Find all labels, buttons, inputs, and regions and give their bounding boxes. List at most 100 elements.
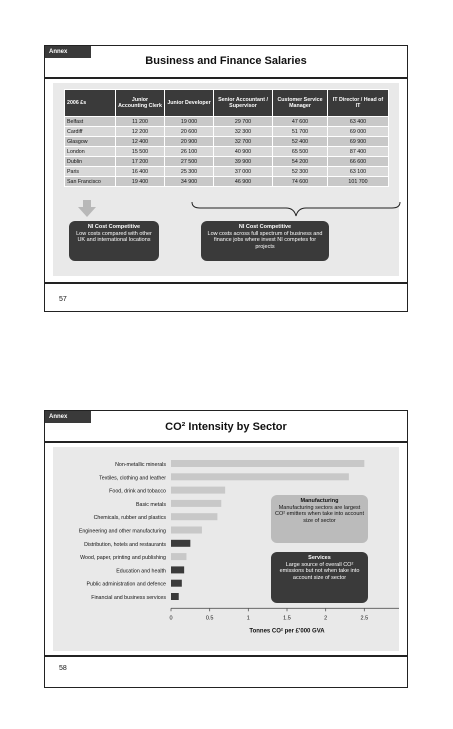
category-label: Chemicals, rubber and plastics <box>94 515 167 521</box>
tick-label: 2.5 <box>361 615 369 621</box>
city-cell: Glasgow <box>64 136 116 147</box>
brace-icon <box>191 201 401 217</box>
salary-cell: 29 700 <box>213 116 273 127</box>
box-text: Low costs compared with other UK and int… <box>76 230 152 244</box>
title-divider <box>45 77 407 79</box>
arrow-stem <box>83 200 91 208</box>
table-row: London 15 500 26 100 40 900 65 500 87 400 <box>64 146 389 157</box>
box-title: NI Cost Competitive <box>87 224 141 230</box>
tick-label: 0 <box>169 615 172 621</box>
bar <box>171 566 185 574</box>
salary-cell: 12 400 <box>115 136 165 147</box>
content-panel: 2006 £s Junior Accounting Clerk Junior Dev… <box>53 83 401 276</box>
category-label: Food, drink and tobacco <box>109 489 166 495</box>
category-label: Textiles, clothing and leather <box>99 475 166 481</box>
salary-cell: 17 200 <box>115 156 165 167</box>
salary-cell: 87 400 <box>327 146 389 157</box>
bar <box>171 553 187 561</box>
table-row: Cardiff 12 200 20 600 32 300 51 700 69 000 <box>64 126 389 137</box>
salary-cell: 34 900 <box>164 176 214 187</box>
salary-cell: 46 900 <box>213 176 273 187</box>
column-header: Junior Developer <box>164 89 214 117</box>
bar <box>171 526 202 534</box>
category-label: Engineering and other manufacturing <box>79 529 166 535</box>
cost-competitive-box-left: NI Cost Competitive Low costs compared w… <box>69 221 159 261</box>
salary-cell: 74 600 <box>272 176 328 187</box>
services-note: Services Large source of overall CO² emi… <box>271 552 368 603</box>
salary-cell: 32 300 <box>213 126 273 137</box>
cost-competitive-box-right: NI Cost Competitive Low costs across ful… <box>201 221 329 261</box>
page-number: 57 <box>59 296 67 303</box>
table-body: Belfast 11 200 19 000 29 700 47 600 63 400 Car… <box>64 116 389 187</box>
slide-co2: Annex CO² Intensity by Sector Non-metall… <box>44 410 408 688</box>
salary-cell: 37 000 <box>213 166 273 177</box>
note-text: Large source of overall CO² emissions bu… <box>279 561 360 581</box>
note-title: Manufacturing <box>300 498 339 504</box>
salary-cell: 15 500 <box>115 146 165 157</box>
salary-cell: 65 500 <box>272 146 328 157</box>
salary-cell: 52 300 <box>272 166 328 177</box>
city-cell: Dublin <box>64 156 116 167</box>
slide-salaries: Annex Business and Finance Salaries 2006… <box>44 45 408 312</box>
bar <box>171 539 191 547</box>
salary-cell: 19 400 <box>115 176 165 187</box>
tick-label: 1 <box>247 615 250 621</box>
salary-cell: 32 700 <box>213 136 273 147</box>
category-label: Wood, paper, printing and publishing <box>80 555 166 561</box>
title-divider <box>45 441 407 443</box>
salary-cell: 54 200 <box>272 156 328 167</box>
salary-cell: 69 900 <box>327 136 389 147</box>
category-label: Financial and business services <box>91 595 166 601</box>
table-row: Dublin 17 200 27 500 39 900 54 200 66 600 <box>64 156 389 167</box>
salary-cell: 26 100 <box>164 146 214 157</box>
salary-cell: 47 600 <box>272 116 328 127</box>
chart-panel: Non-metallic minerals Textiles, clothing … <box>53 447 399 651</box>
salary-cell: 101 700 <box>327 176 389 187</box>
salary-cell: 20 900 <box>164 136 214 147</box>
annex-tag: Annex <box>45 411 91 423</box>
bar <box>171 499 222 507</box>
salary-cell: 12 200 <box>115 126 165 137</box>
city-cell: San Francisco <box>64 176 116 187</box>
note-title: Services <box>308 555 331 561</box>
salary-cell: 39 900 <box>213 156 273 167</box>
footer-divider <box>45 282 407 284</box>
column-header: IT Director / Head of IT <box>327 89 389 117</box>
bar <box>171 579 182 587</box>
column-header: 2006 £s <box>64 89 116 117</box>
page-number: 58 <box>59 665 67 672</box>
note-text: Manufacturing sectors are largest CO² em… <box>275 504 364 524</box>
salary-cell: 69 000 <box>327 126 389 137</box>
footer-divider <box>45 655 407 657</box>
category-label: Non-metallic minerals <box>115 462 166 468</box>
column-header: Customer Service Manager <box>272 89 328 117</box>
category-label: Basic metals <box>136 502 166 508</box>
slide-title: Business and Finance Salaries <box>145 55 307 67</box>
salary-cell: 20 600 <box>164 126 214 137</box>
tick-label: 1.5 <box>283 615 291 621</box>
box-title: NI Cost Competitive <box>238 224 292 230</box>
table-row: Belfast 11 200 19 000 29 700 47 600 63 400 <box>64 116 389 127</box>
salary-cell: 51 700 <box>272 126 328 137</box>
category-label: Education and health <box>116 568 166 574</box>
bar <box>171 593 179 600</box>
tick-label: 2 <box>324 615 327 621</box>
salary-cell: 16 400 <box>115 166 165 177</box>
salary-cell: 52 400 <box>272 136 328 147</box>
column-header: Senior Accountant / Supervisor <box>213 89 273 117</box>
salary-cell: 63 400 <box>327 116 389 127</box>
bar <box>171 460 365 467</box>
bar <box>171 513 218 521</box>
category-label: Distribution, hotels and restaurants <box>84 542 166 548</box>
bar <box>171 486 226 494</box>
manufacturing-note: Manufacturing Manufacturing sectors are … <box>271 495 368 543</box>
table-row: San Francisco 19 400 34 900 46 900 74 600 101… <box>64 176 389 187</box>
city-cell: London <box>64 146 116 157</box>
salary-cell: 27 500 <box>164 156 214 167</box>
salary-table: 2006 £s Junior Accounting Clerk Junior Dev… <box>64 89 389 187</box>
co2-bar-chart: Non-metallic minerals Textiles, clothing … <box>79 460 399 634</box>
salary-cell: 63 100 <box>327 166 389 177</box>
salary-cell: 19 000 <box>164 116 214 127</box>
annex-tag: Annex <box>45 46 91 58</box>
salary-cell: 11 200 <box>115 116 165 127</box>
